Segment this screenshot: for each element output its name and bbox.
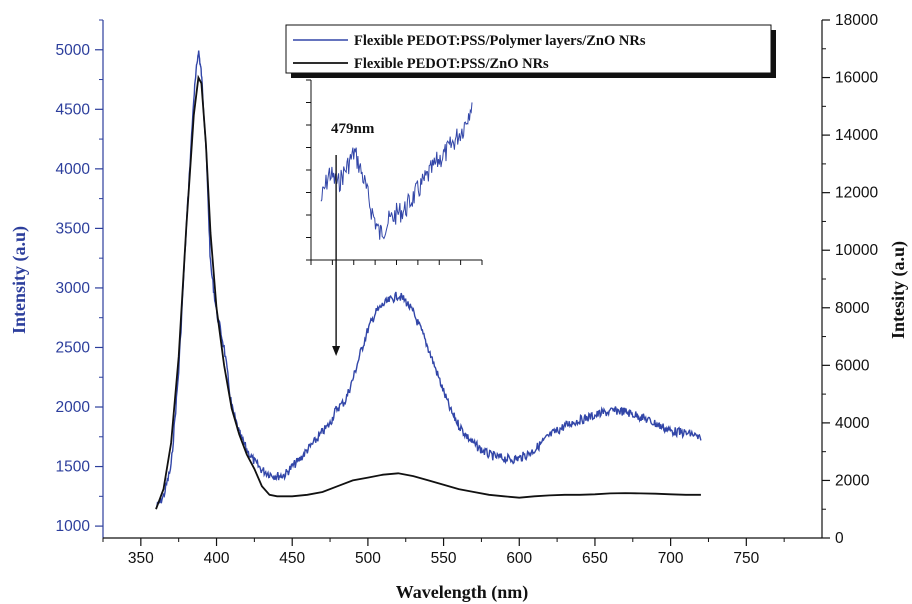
legend-box [285, 24, 772, 74]
left-tick-label: 3500 [56, 220, 91, 237]
right-axis-title: Intesity (a.u) [888, 241, 909, 339]
right-tick-label: 18000 [835, 12, 878, 29]
left-tick-label: 1500 [56, 459, 91, 476]
right-tick-label: 0 [835, 530, 844, 547]
x-tick-label: 600 [506, 550, 532, 567]
right-tick-label: 16000 [835, 70, 878, 87]
annotation-arrowhead [332, 346, 341, 356]
x-tick-label: 550 [431, 550, 457, 567]
right-axis-ticks: 0 2000 4000 6000 8000 10000 12000 14000 16000 180… [822, 12, 878, 547]
right-tick-label: 14000 [835, 127, 878, 144]
right-tick-label: 12000 [835, 185, 878, 202]
series-pedot-zno-line [155, 74, 701, 510]
left-tick-label: 4500 [56, 101, 91, 118]
legend-label-series-2: Flexible PEDOT:PSS/ZnO NRs [354, 56, 549, 72]
x-tick-label: 650 [582, 550, 608, 567]
left-tick-label: 2000 [56, 399, 91, 416]
series-polymer-layers-line [155, 50, 702, 509]
left-tick-label: 4000 [56, 161, 91, 178]
left-axis-title: Intensity (a.u) [9, 226, 30, 334]
left-tick-label: 2500 [56, 339, 91, 356]
x-tick-label: 450 [279, 550, 305, 567]
left-tick-label: 5000 [56, 42, 91, 59]
x-tick-label: 750 [733, 550, 759, 567]
inset-ticks [306, 79, 483, 265]
x-tick-label: 400 [204, 550, 230, 567]
left-axis-ticks: 1000 1500 2000 2500 3000 3500 4000 4500 5000 [56, 19, 103, 535]
x-tick-label: 500 [355, 550, 381, 567]
x-axis-ticks: 350 400 450 500 550 600 650 700 750 [102, 538, 785, 567]
right-tick-label: 8000 [835, 300, 870, 317]
right-tick-label: 4000 [835, 415, 870, 432]
left-tick-label: 3000 [56, 280, 91, 297]
x-axis-title: Wavelength (nm) [396, 582, 529, 603]
legend: Flexible PEDOT:PSS/Polymer layers/ZnO NR… [285, 24, 776, 78]
legend-label-series-1: Flexible PEDOT:PSS/Polymer layers/ZnO NR… [354, 33, 646, 49]
right-tick-label: 6000 [835, 357, 870, 374]
right-tick-label: 2000 [835, 472, 870, 489]
inset-plot: 479nm [306, 79, 483, 356]
annotation-479nm: 479nm [331, 121, 375, 137]
x-tick-label: 350 [128, 550, 154, 567]
x-tick-label: 700 [658, 550, 684, 567]
inset-line [320, 102, 473, 240]
left-tick-label: 1000 [56, 518, 91, 535]
right-tick-label: 10000 [835, 242, 878, 259]
